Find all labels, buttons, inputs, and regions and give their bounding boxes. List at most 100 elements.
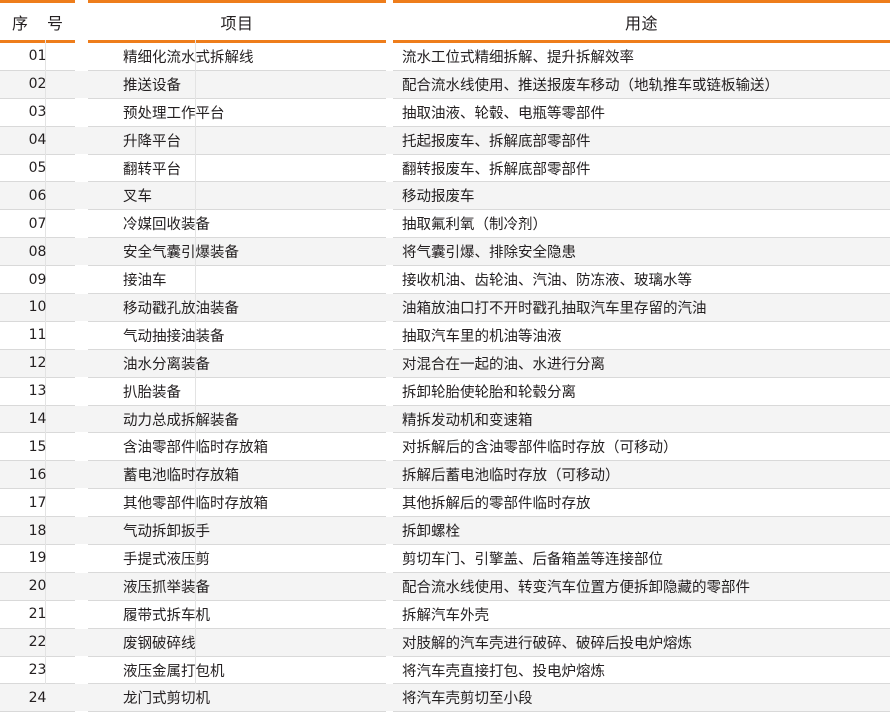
row-separator-item [88,181,386,183]
cell-use: 将气囊引爆、排除安全隐患 [402,245,576,262]
row-gap-1 [75,573,88,600]
cell-no: 18 [28,522,47,539]
table-row[interactable]: 20 液压抓举装备 配合流水线使用、转变汽车位置方便拆卸隐藏的零部件 [0,572,890,600]
cell-item: 液压金属打包机 [123,663,225,680]
row-gap-2 [386,238,393,265]
cell-use: 抽取汽车里的机油等油液 [402,328,562,345]
table-row[interactable]: 11 气动抽接油装备 抽取汽车里的机油等油液 [0,321,890,349]
cell-item: 油水分离装备 [123,356,210,373]
row-separator-use [393,320,890,322]
table-row[interactable]: 14 动力总成拆解装备 精拆发动机和变速箱 [0,405,890,433]
row-gap-1 [75,322,88,349]
table-row[interactable]: 19 手提式液压剪 剪切车门、引擎盖、后备箱盖等连接部位 [0,545,890,572]
row-separator [0,599,890,601]
row-separator [0,237,890,239]
cell-use: 接收机油、齿轮油、汽油、防冻液、玻璃水等 [402,273,692,290]
row-separator-no [0,571,75,573]
cell-no: 22 [28,634,47,651]
row-separator-use [393,237,890,239]
table-row[interactable]: 01 精细化流水式拆解线 流水工位式精细拆解、提升拆解效率 [0,43,890,70]
row-separator [0,125,890,127]
row-separator-item [88,237,386,239]
row-separator [0,516,890,518]
row-separator [0,181,890,183]
cell-no: 21 [28,606,47,623]
row-separator-use [393,488,890,490]
table-row[interactable]: 12 油水分离装备 对混合在一起的油、水进行分离 [0,349,890,377]
table-row[interactable]: 09 接油车 接收机油、齿轮油、汽油、防冻液、玻璃水等 [0,266,890,294]
table-row[interactable]: 24 龙门式剪切机 将汽车壳剪切至小段 [0,684,890,712]
cell-item: 翻转平台 [123,161,181,178]
row-separator [0,655,890,657]
row-separator [0,265,890,267]
row-separator-item [88,265,386,267]
row-separator-no [0,460,75,462]
header-rule-top-no [0,0,75,3]
table-row[interactable]: 23 液压金属打包机 将汽车壳直接打包、投电炉熔炼 [0,656,890,684]
cell-no: 16 [28,466,47,483]
row-gap-1 [75,433,88,460]
row-gap-2 [386,461,393,488]
cell-use: 精拆发动机和变速箱 [402,412,533,429]
table-row[interactable]: 06 叉车 移动报废车 [0,182,890,210]
table-row[interactable]: 13 扒胎装备 拆卸轮胎使轮胎和轮毂分离 [0,377,890,405]
table-row[interactable]: 10 移动戳孔放油装备 油箱放油口打不开时戳孔抽取汽车里存留的汽油 [0,294,890,321]
row-gap-1 [75,99,88,126]
row-gap-1 [75,461,88,488]
row-separator-use [393,432,890,434]
cell-item: 龙门式剪切机 [123,691,210,708]
cell-use: 对混合在一起的油、水进行分离 [402,356,605,373]
row-gap-1 [75,294,88,321]
table-row[interactable]: 04 升降平台 托起报废车、拆解底部零部件 [0,126,890,154]
table-row[interactable]: 07 冷媒回收装备 抽取氟利氧（制冷剂） [0,210,890,238]
row-separator-no [0,293,75,295]
row-separator [0,404,890,406]
row-separator-item [88,599,386,601]
header-rule-bottom-no [0,40,75,43]
table-row[interactable]: 22 废钢破碎线 对肢解的汽车壳进行破碎、破碎后投电炉熔炼 [0,628,890,656]
table-row[interactable]: 16 蓄电池临时存放箱 拆解后蓄电池临时存放（可移动） [0,461,890,489]
cell-item: 移动戳孔放油装备 [123,300,239,317]
cell-item: 扒胎装备 [123,384,181,401]
table-row[interactable]: 18 气动拆卸扳手 拆卸螺栓 [0,517,890,545]
cell-item: 含油零部件临时存放箱 [123,440,268,457]
table-row[interactable]: 17 其他零部件临时存放箱 其他拆解后的零部件临时存放 [0,489,890,517]
row-separator-item [88,153,386,155]
table-row[interactable]: 03 预处理工作平台 抽取油液、轮毂、电瓶等零部件 [0,98,890,126]
cell-no: 17 [28,494,47,511]
row-gap-1 [75,350,88,377]
cell-use: 抽取油液、轮毂、电瓶等零部件 [402,105,605,122]
row-separator-use [393,209,890,211]
cell-no: 19 [28,550,47,567]
row-gap-2 [386,266,393,293]
cell-use: 拆解汽车外壳 [402,607,489,624]
row-gap-2 [386,210,393,237]
row-separator-item [88,460,386,462]
row-gap-1 [75,629,88,656]
header-rule-top-item [88,0,386,3]
header-rule-top [0,0,890,3]
cell-no: 05 [28,160,47,176]
row-separator-item [88,293,386,295]
row-separator [0,571,890,573]
row-gap-1 [75,182,88,209]
row-separator-item [88,516,386,518]
table-row[interactable]: 21 履带式拆车机 拆解汽车外壳 [0,600,890,628]
row-separator [0,320,890,322]
row-separator-no [0,544,75,546]
table-row[interactable]: 05 翻转平台 翻转报废车、拆解底部零部件 [0,154,890,182]
row-separator [0,627,890,629]
row-separator-item [88,627,386,629]
row-gap-2 [386,322,393,349]
row-separator-use [393,97,890,99]
cell-use: 抽取氟利氧（制冷剂） [402,217,547,234]
header-gap-1 [75,3,88,40]
table-row[interactable]: 15 含油零部件临时存放箱 对拆解后的含油零部件临时存放（可移动） [0,433,890,461]
table-row[interactable]: 02 推送设备 配合流水线使用、推送报废车移动（地轨推车或链板输送） [0,70,890,98]
table-row[interactable]: 08 安全气囊引爆装备 将气囊引爆、排除安全隐患 [0,238,890,266]
row-gap-1 [75,43,88,70]
cell-no: 15 [28,438,47,455]
column-header-no: 序 号 [11,13,71,33]
cell-no: 07 [28,215,47,232]
